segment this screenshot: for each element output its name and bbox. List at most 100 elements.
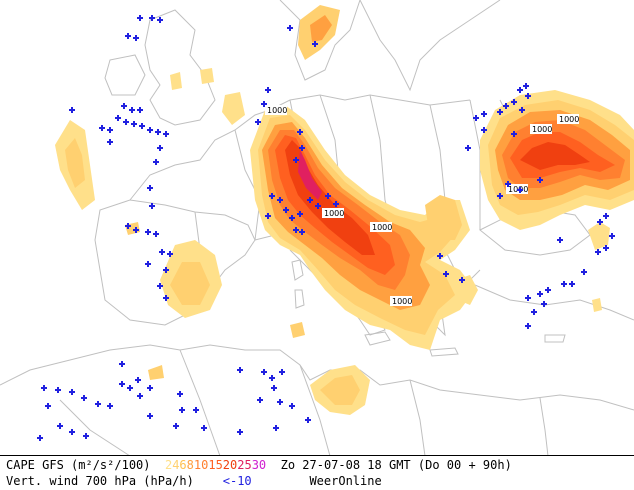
wind-marker-plus	[153, 159, 159, 165]
wind-marker-plus	[265, 213, 271, 219]
wind-marker-plus	[333, 201, 339, 207]
wind-marker-plus	[597, 219, 603, 225]
wind-marker-plus	[157, 283, 163, 289]
wind-marker-plus	[37, 435, 43, 441]
wind-marker-plus	[163, 131, 169, 137]
contour-label-2: 1000	[322, 208, 344, 218]
wind-marker-plus	[525, 93, 531, 99]
wind-marker-plus	[299, 145, 305, 151]
wind-marker-plus	[115, 115, 121, 121]
wind-marker-plus	[131, 121, 137, 127]
wind-marker-plus	[135, 377, 141, 383]
wind-marker-plus	[581, 269, 587, 275]
wind-marker-plus	[163, 267, 169, 273]
wind-marker-plus	[603, 213, 609, 219]
wind-marker-plus	[293, 227, 299, 233]
wind-marker-plus	[163, 295, 169, 301]
wind-marker-plus	[315, 203, 321, 209]
wind-marker-plus	[511, 99, 517, 105]
contour-label-text: 1000	[559, 115, 579, 124]
wind-marker-plus	[503, 103, 509, 109]
cape-scale-value: 10	[193, 458, 209, 472]
contour-label-3: 1000	[370, 222, 392, 232]
wind-marker-plus	[609, 233, 615, 239]
wind-marker-plus	[107, 403, 113, 409]
wind-marker-plus	[145, 261, 151, 267]
wind-marker-plus	[155, 129, 161, 135]
wind-marker-plus	[531, 309, 537, 315]
wind-marker-plus	[45, 403, 51, 409]
wind-marker-plus	[179, 407, 185, 413]
wind-marker-plus	[255, 119, 261, 125]
cape-scale-value: 15	[208, 458, 223, 472]
wind-marker-plus	[157, 17, 163, 23]
cape-scale-value: 30	[251, 458, 267, 472]
wind-marker-plus	[289, 215, 295, 221]
wind-marker-plus	[541, 301, 547, 307]
wind-marker-plus	[147, 127, 153, 133]
wind-marker-plus	[273, 425, 279, 431]
wind-marker-plus	[269, 375, 275, 381]
wind-marker-plus	[57, 423, 63, 429]
wind-marker-plus	[237, 367, 243, 373]
wind-marker-plus	[517, 87, 523, 93]
cape-scale-value: 20	[222, 458, 238, 472]
wind-marker-plus	[297, 129, 303, 135]
contour-label-4: 1000	[390, 296, 412, 306]
contour-label-text: 1000	[532, 125, 552, 134]
wind-marker-plus	[497, 109, 503, 115]
wind-marker-plus	[305, 417, 311, 423]
wind-marker-plus	[277, 197, 283, 203]
wind-marker-plus	[437, 253, 443, 259]
wind-marker-plus	[177, 391, 183, 397]
wind-marker-plus	[69, 107, 75, 113]
wind-marker-plus	[595, 249, 601, 255]
wind-marker-plus	[137, 107, 143, 113]
wind-marker-plus	[481, 111, 487, 117]
wind-marker-plus	[443, 271, 449, 277]
wind-marker-plus	[265, 87, 271, 93]
wind-marker-plus	[139, 123, 145, 129]
wind-marker-plus	[147, 385, 153, 391]
wind-marker-plus	[167, 251, 173, 257]
wind-marker-plus	[69, 389, 75, 395]
wind-marker-plus	[459, 277, 465, 283]
wind-marker-plus	[137, 393, 143, 399]
wind-marker-plus	[121, 103, 127, 109]
contour-label-text: 1000	[324, 209, 344, 218]
wind-marker-plus	[279, 369, 285, 375]
wind-label: Vert. wind 700 hPa (hPa/h)	[6, 474, 194, 488]
wind-marker-plus	[157, 145, 163, 151]
wind-marker-plus	[537, 291, 543, 297]
wind-marker-plus	[525, 323, 531, 329]
weather-map: 1000 1000 1000 1000 1000 1000 1000	[0, 0, 634, 456]
wind-marker-plus	[201, 425, 207, 431]
wind-marker-plus	[603, 245, 609, 251]
wind-marker-plus	[271, 385, 277, 391]
wind-marker-plus	[193, 407, 199, 413]
cape-color-scale: 24681015202530	[165, 458, 266, 472]
wind-marker-plus	[119, 381, 125, 387]
wind-marker-plus	[505, 181, 511, 187]
wind-marker-plus	[147, 185, 153, 191]
wind-marker-plus	[153, 231, 159, 237]
wind-marker-plus	[95, 401, 101, 407]
cape-scale-value: 2	[164, 458, 173, 472]
wind-marker-plus	[299, 229, 305, 235]
wind-marker-plus	[561, 281, 567, 287]
wind-marker-plus	[312, 41, 318, 47]
wind-marker-plus	[293, 157, 299, 163]
cape-scale-value: 25	[237, 458, 252, 472]
wind-marker-plus	[537, 177, 543, 183]
wind-marker-plus	[497, 193, 503, 199]
legend: CAPE GFS (m²/s²/100) 24681015202530 Zo 2…	[0, 456, 634, 490]
wind-marker-plus	[159, 249, 165, 255]
wind-marker-plus	[107, 127, 113, 133]
wind-marker-plus	[287, 25, 293, 31]
wind-marker-plus	[519, 107, 525, 113]
wind-marker-plus	[119, 361, 125, 367]
wind-marker-plus	[307, 197, 313, 203]
wind-marker-plus	[125, 223, 131, 229]
wind-marker-layer	[37, 15, 615, 441]
cape-label: CAPE GFS (m²/s²/100)	[6, 458, 151, 472]
